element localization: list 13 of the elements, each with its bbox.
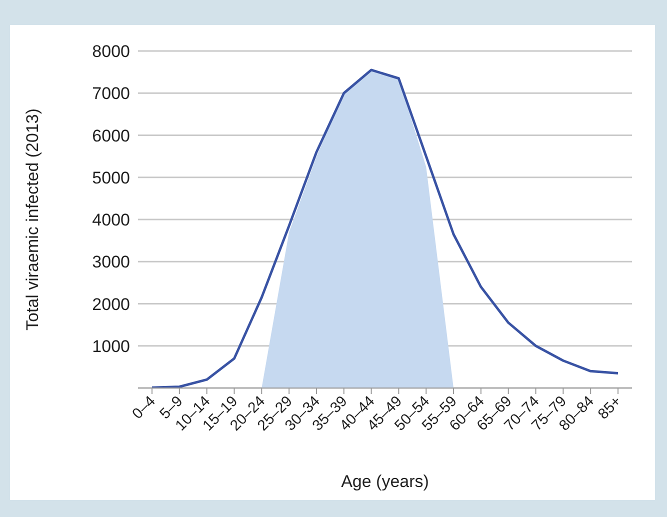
y-tick-label: 2000 — [92, 294, 130, 314]
y-tick-label: 8000 — [92, 42, 130, 62]
y-tick-label: 4000 — [92, 210, 130, 230]
line-series — [150, 68, 620, 388]
y-tick-label: 1000 — [92, 336, 130, 356]
y-tick-label: 7000 — [92, 84, 130, 104]
x-axis-title: Age (years) — [341, 472, 429, 491]
y-axis-title: Total viraemic infected (2013) — [23, 108, 42, 331]
x-tick-label: 0–4 — [129, 392, 159, 423]
y-tick-label: 3000 — [92, 252, 130, 272]
x-tick-label: 85+ — [594, 392, 625, 423]
y-tick-label: 5000 — [92, 168, 130, 188]
y-tick-label: 6000 — [92, 126, 130, 146]
